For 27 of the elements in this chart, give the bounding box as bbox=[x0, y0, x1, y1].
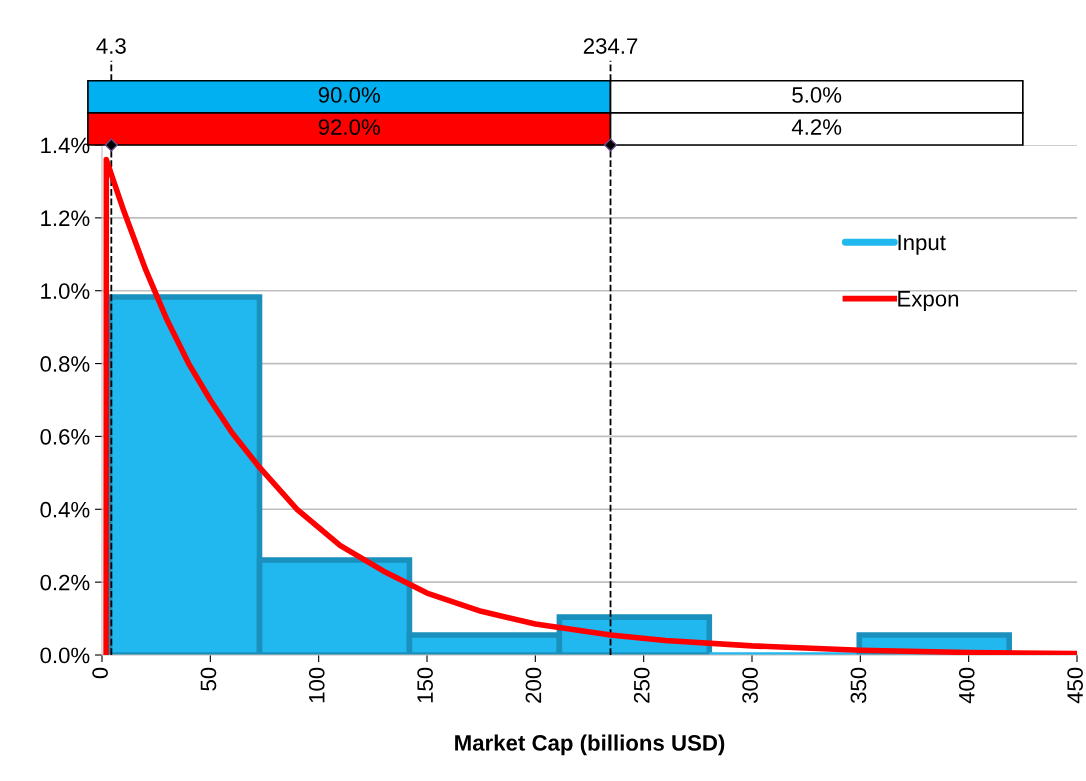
x-tick-label: 50 bbox=[200, 667, 217, 691]
x-tick-label: 200 bbox=[525, 667, 542, 703]
y-tick-label: 1.2% bbox=[41, 210, 90, 227]
text: 92.0% bbox=[318, 119, 380, 135]
legend-label: Input bbox=[898, 234, 946, 255]
text: 5.0% bbox=[792, 87, 842, 103]
y-tick-label: 0.4% bbox=[40, 501, 90, 518]
text: 4.2% bbox=[791, 119, 842, 135]
x-tick-label: 350 bbox=[850, 667, 867, 704]
x-tick-label: 300 bbox=[742, 667, 758, 704]
y-tick-label: 0.6% bbox=[40, 428, 90, 445]
y-tick-label: 0.0% bbox=[40, 647, 90, 664]
x-axis-title: Market Cap (billions USD) bbox=[455, 734, 725, 756]
y-tick-label: 1.4% bbox=[41, 137, 90, 154]
x-tick-label: 400 bbox=[958, 667, 975, 704]
legend-label: Expon bbox=[898, 291, 959, 311]
x-tick-label: 0 bbox=[92, 667, 108, 679]
y-tick-label: 0.8% bbox=[40, 356, 90, 372]
text: 90.0% bbox=[318, 87, 380, 103]
ref-line-label: 4.3 bbox=[96, 38, 126, 54]
ref-line-label: 234.7 bbox=[583, 38, 638, 54]
x-tick-label: 100 bbox=[308, 667, 325, 703]
x-tick-label: 150 bbox=[417, 667, 433, 703]
x-tick-label: 250 bbox=[633, 667, 650, 703]
y-tick-label: 1.0% bbox=[41, 283, 90, 299]
y-tick-label: 0.2% bbox=[40, 574, 90, 591]
x-tick-label: 450 bbox=[1067, 667, 1083, 704]
